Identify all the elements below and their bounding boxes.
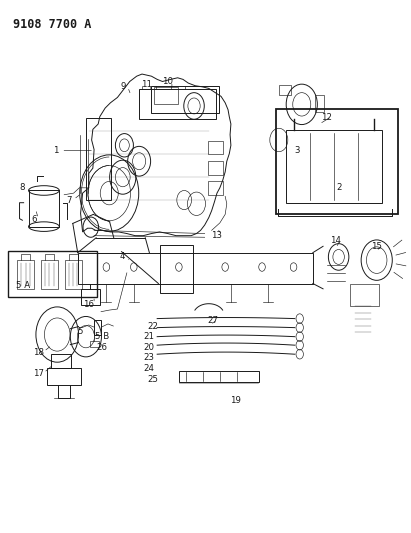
Text: 19: 19	[230, 396, 240, 405]
Text: 22: 22	[148, 321, 159, 330]
Bar	[276, 109, 398, 214]
Bar	[41, 260, 58, 289]
Bar	[65, 260, 82, 289]
Bar	[151, 86, 219, 114]
Bar	[90, 341, 99, 348]
Bar	[154, 87, 178, 104]
Text: 27: 27	[208, 316, 218, 325]
Bar	[208, 181, 223, 195]
Text: 5: 5	[78, 327, 83, 336]
Text: 3: 3	[295, 146, 300, 155]
Text: 10: 10	[162, 77, 173, 86]
Bar	[94, 320, 102, 335]
Bar	[179, 370, 259, 382]
Bar	[28, 190, 59, 227]
Text: 9: 9	[120, 82, 125, 91]
Text: 20: 20	[143, 343, 155, 352]
Text: 25: 25	[148, 375, 159, 384]
Bar	[81, 289, 100, 305]
Bar	[286, 131, 382, 203]
Text: 16: 16	[83, 300, 94, 309]
Bar	[315, 95, 324, 112]
Bar	[17, 260, 34, 289]
Text: 9108 7700 A: 9108 7700 A	[13, 18, 91, 31]
Bar	[139, 90, 216, 119]
Text: 1: 1	[53, 146, 59, 155]
Bar	[159, 245, 193, 293]
Text: 6: 6	[32, 215, 37, 224]
Bar	[86, 118, 111, 200]
Bar	[350, 284, 379, 306]
Text: 11: 11	[141, 80, 152, 89]
Text: 21: 21	[143, 332, 155, 341]
Bar	[279, 85, 291, 95]
Bar	[208, 161, 223, 174]
Bar	[46, 368, 81, 384]
Bar	[51, 354, 71, 368]
Text: 13: 13	[212, 231, 222, 240]
Text: 5 A: 5 A	[16, 281, 30, 290]
Text: 2: 2	[336, 183, 342, 192]
Bar	[78, 253, 313, 284]
Text: 24: 24	[143, 364, 155, 373]
Text: 5 B: 5 B	[95, 332, 109, 341]
Text: 7: 7	[67, 196, 72, 205]
Bar	[208, 141, 223, 155]
Text: 15: 15	[371, 242, 382, 251]
Bar	[8, 251, 97, 297]
Text: 23: 23	[143, 353, 155, 362]
Text: 17: 17	[33, 369, 44, 378]
Text: 4: 4	[120, 253, 125, 261]
Text: 14: 14	[330, 237, 341, 246]
Text: 12: 12	[321, 113, 332, 122]
Text: 18: 18	[33, 348, 44, 357]
Text: 8: 8	[19, 183, 25, 192]
Text: 26: 26	[97, 343, 108, 352]
